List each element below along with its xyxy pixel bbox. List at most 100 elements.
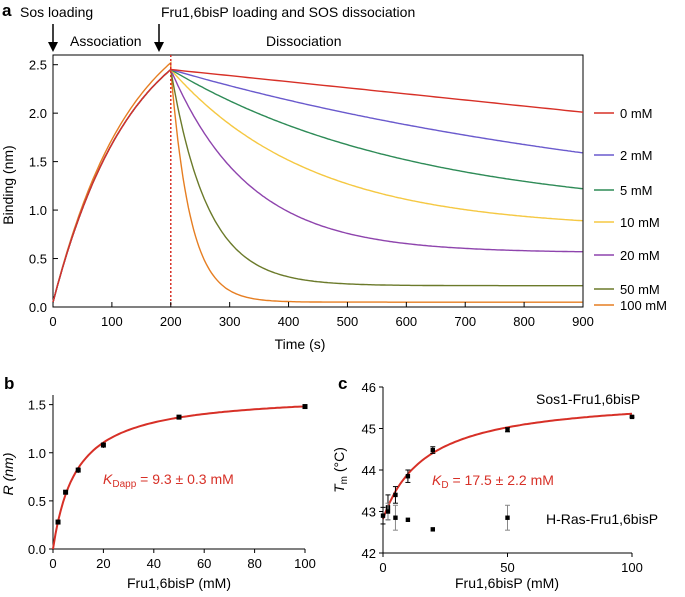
panel-c-y-label: Tm (°C) [331,447,350,493]
panel-c-y-tick-label: 46 [362,380,376,395]
panel-b-y-tick-label: 1.0 [28,446,46,461]
panel-b-y-tick-label: 1.5 [28,398,46,413]
panel-b-kd-value: = 9.3 ± 0.3 mM [136,471,234,487]
legend-label: 5 mM [620,183,653,198]
series-label-sos1: Sos1-Fru1,6bisP [536,391,640,407]
arrow-sos-loading [48,24,58,52]
panel-b-y-label-symbol: R (nm) [0,453,16,496]
panel-a-y-axis: 0.0 0.5 1.0 1.5 2.0 2.5 [29,58,58,315]
panel-c-x-axis: 0 50 100 [379,553,643,575]
panel-c-y-label-subscript: m [339,476,350,484]
panel-b-x-tick-label: 100 [294,556,316,571]
panel-a-x-tick-label: 700 [454,314,476,329]
panel-b-data-point [100,442,106,448]
panel-a-x-tick-label: 600 [395,314,417,329]
panel-b-data-point [302,404,308,410]
legend-item-10-mm: 10 mM [594,215,660,230]
panel-a-chart: Sos loading Fru1,6bisP loading and SOS d… [0,4,667,352]
panel-a-x-tick-label: 400 [278,314,300,329]
legend-label: 20 mM [620,248,660,263]
panel-c-y-tick-label: 42 [362,546,376,561]
panel-label-a: a [2,1,12,20]
panel-a-y-tick-label: 0.5 [29,252,47,267]
panel-a-x-tick-label: 100 [101,314,123,329]
panel-a-y-tick-label: 1.0 [29,203,47,218]
panel-c-kd-symbol: K [432,472,442,488]
legend-item-2-mm: 2 mM [594,148,653,163]
panel-c-x-tick-label: 50 [500,560,514,575]
legend-item-5-mm: 5 mM [594,183,653,198]
panel-b-x-tick-label: 40 [147,556,161,571]
panel-c-data-point-sos1 [393,492,398,498]
panel-a-plot-frame [52,54,584,308]
panel-a-x-tick-label: 900 [572,314,594,329]
panel-b-data-point [63,489,69,495]
panel-c-y-tick-label: 44 [362,463,376,478]
series-line-0-mm [52,68,584,303]
panel-b-x-tick-label: 0 [49,556,56,571]
panel-a-x-tick-label: 300 [219,314,241,329]
panel-c-data-point-hras [505,515,510,520]
legend-label: 0 mM [620,106,653,121]
panel-b-y-tick-label: 0.5 [28,494,46,509]
panel-label-c: c [338,374,347,393]
legend-label: 10 mM [620,215,660,230]
panel-a-series-group [52,61,584,303]
panel-b-x-label: Fru1,6bisP (mM) [127,575,231,591]
panel-a-x-tick-label: 500 [337,314,359,329]
panel-a-y-label: Binding (nm) [0,145,16,224]
panel-c-data-point-sos1 [629,414,635,420]
panel-a-x-tick-label: 0 [49,314,56,329]
panel-c-data-point-sos1 [405,474,411,479]
panel-b-x-tick-label: 60 [197,556,211,571]
panel-c-data-points [380,414,635,532]
panel-c-y-label-unit: (°C) [331,447,347,476]
panel-b-kd-subscript: Dapp [112,479,136,490]
panel-a-x-axis: 0 100 200 300 400 500 600 700 800 900 [49,302,594,329]
legend-item-0-mm: 0 mM [594,106,653,121]
panel-b-x-tick-label: 20 [96,556,110,571]
legend-item-50-mm: 50 mM [594,282,660,297]
panel-a-y-tick-label: 0.0 [29,300,47,315]
panel-c-x-tick-label: 0 [379,560,386,575]
panel-c-data-point-hras [385,509,391,514]
panel-c-y-label-symbol: T [331,483,347,493]
panel-c-data-point-hras [430,527,435,532]
panel-b-kd-annotation: KDapp = 9.3 ± 0.3 mM [103,471,234,490]
legend-label: 100 mM [620,298,667,313]
annotation-sos-loading: Sos loading [20,4,93,20]
arrow-fru-loading [154,24,164,52]
panel-c-x-label: Fru1,6bisP (mM) [455,575,559,591]
panel-b-data-point [75,467,81,473]
panel-c-y-axis: 42 43 44 45 46 [362,380,383,561]
panel-a-x-tick-label: 200 [160,314,182,329]
panel-b-data-point [176,414,182,420]
panel-c-data-point-hras [405,517,411,522]
panel-c-data-point-sos1 [430,447,435,453]
panel-c-y-tick-label: 45 [362,422,376,437]
panel-c-data-point-sos1 [505,427,510,432]
panel-c-kd-annotation: KD = 17.5 ± 2.2 mM [432,472,554,491]
series-label-hras: H-Ras-Fru1,6bisP [546,511,658,527]
panel-b-chart: 0 20 40 60 80 100 0.0 0.5 1.0 1.5 Fru1,6bisP (mM… [0,395,316,591]
legend-item-20-mm: 20 mM [594,248,660,263]
panel-c-data-point-hras [393,515,398,520]
panel-c-chart: 0 50 100 42 43 44 45 46 Fru1,6bisP (mM) Tm (°C… [331,380,658,591]
legend-label: 2 mM [620,148,653,163]
annotation-dissociation: Dissociation [266,33,341,49]
panel-a-x-label: Time (s) [275,336,326,352]
panel-a-y-tick-label: 1.5 [29,155,47,170]
panel-b-y-label: R (nm) [0,453,16,496]
panel-label-b: b [4,374,14,393]
panel-a-y-tick-label: 2.5 [29,58,47,73]
series-line-100-mm [52,61,583,303]
panel-b-data-points [55,404,308,525]
panel-c-x-tick-label: 100 [621,560,643,575]
panel-c-kd-value: = 17.5 ± 2.2 mM [449,472,554,488]
annotation-association: Association [70,33,142,49]
panel-a-x-tick-label: 800 [513,314,535,329]
legend-label: 50 mM [620,282,660,297]
panel-c-y-tick-label: 43 [362,505,376,520]
